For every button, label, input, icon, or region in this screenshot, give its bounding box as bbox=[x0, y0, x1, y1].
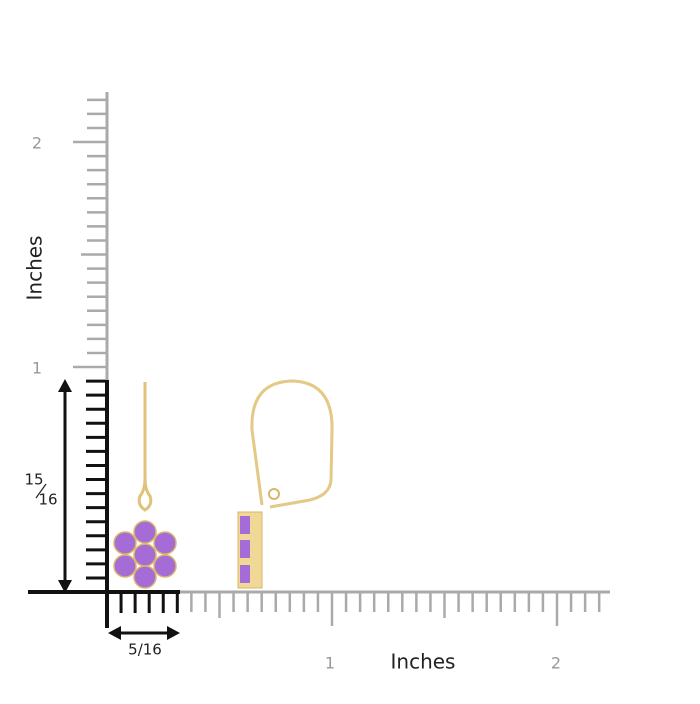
earring-front bbox=[113, 382, 177, 589]
ruler-ticks bbox=[73, 98, 601, 626]
height-denominator: 16 bbox=[38, 491, 57, 509]
fraction-slash bbox=[35, 483, 47, 499]
width-label: 5/16 bbox=[128, 641, 162, 659]
y-tick-label: 1 bbox=[32, 359, 42, 378]
x-tick-label: 2 bbox=[551, 654, 561, 673]
y-axis-label: Inches bbox=[23, 236, 47, 301]
y-tick-label: 2 bbox=[32, 134, 42, 153]
width-arrow bbox=[108, 626, 180, 640]
x-tick-label: 1 bbox=[325, 654, 335, 673]
earring-side bbox=[237, 379, 334, 589]
height-numerator: 15 bbox=[24, 471, 43, 489]
height-arrow bbox=[58, 379, 72, 593]
x-axis-label: Inches bbox=[391, 650, 456, 674]
